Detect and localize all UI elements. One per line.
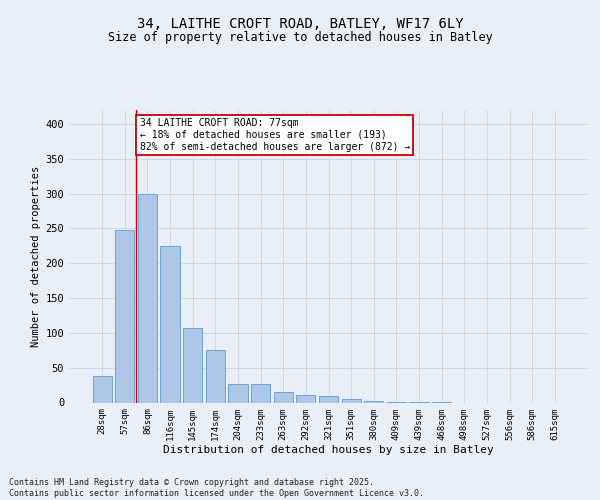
Bar bbox=[296, 395, 316, 402]
Bar bbox=[341, 399, 361, 402]
Text: 34, LAITHE CROFT ROAD, BATLEY, WF17 6LY: 34, LAITHE CROFT ROAD, BATLEY, WF17 6LY bbox=[137, 18, 463, 32]
Bar bbox=[364, 401, 383, 402]
Bar bbox=[92, 376, 112, 402]
Bar bbox=[319, 396, 338, 402]
Text: 34 LAITHE CROFT ROAD: 77sqm
← 18% of detached houses are smaller (193)
82% of se: 34 LAITHE CROFT ROAD: 77sqm ← 18% of det… bbox=[140, 118, 410, 152]
Bar bbox=[183, 328, 202, 402]
Bar bbox=[160, 246, 180, 402]
Bar bbox=[274, 392, 293, 402]
Text: Contains HM Land Registry data © Crown copyright and database right 2025.
Contai: Contains HM Land Registry data © Crown c… bbox=[9, 478, 424, 498]
Y-axis label: Number of detached properties: Number of detached properties bbox=[31, 166, 41, 347]
Bar bbox=[138, 194, 157, 402]
Bar bbox=[229, 384, 248, 402]
Bar bbox=[206, 350, 225, 403]
Bar bbox=[251, 384, 270, 402]
Text: Size of property relative to detached houses in Batley: Size of property relative to detached ho… bbox=[107, 31, 493, 44]
X-axis label: Distribution of detached houses by size in Batley: Distribution of detached houses by size … bbox=[163, 445, 494, 455]
Bar bbox=[115, 230, 134, 402]
